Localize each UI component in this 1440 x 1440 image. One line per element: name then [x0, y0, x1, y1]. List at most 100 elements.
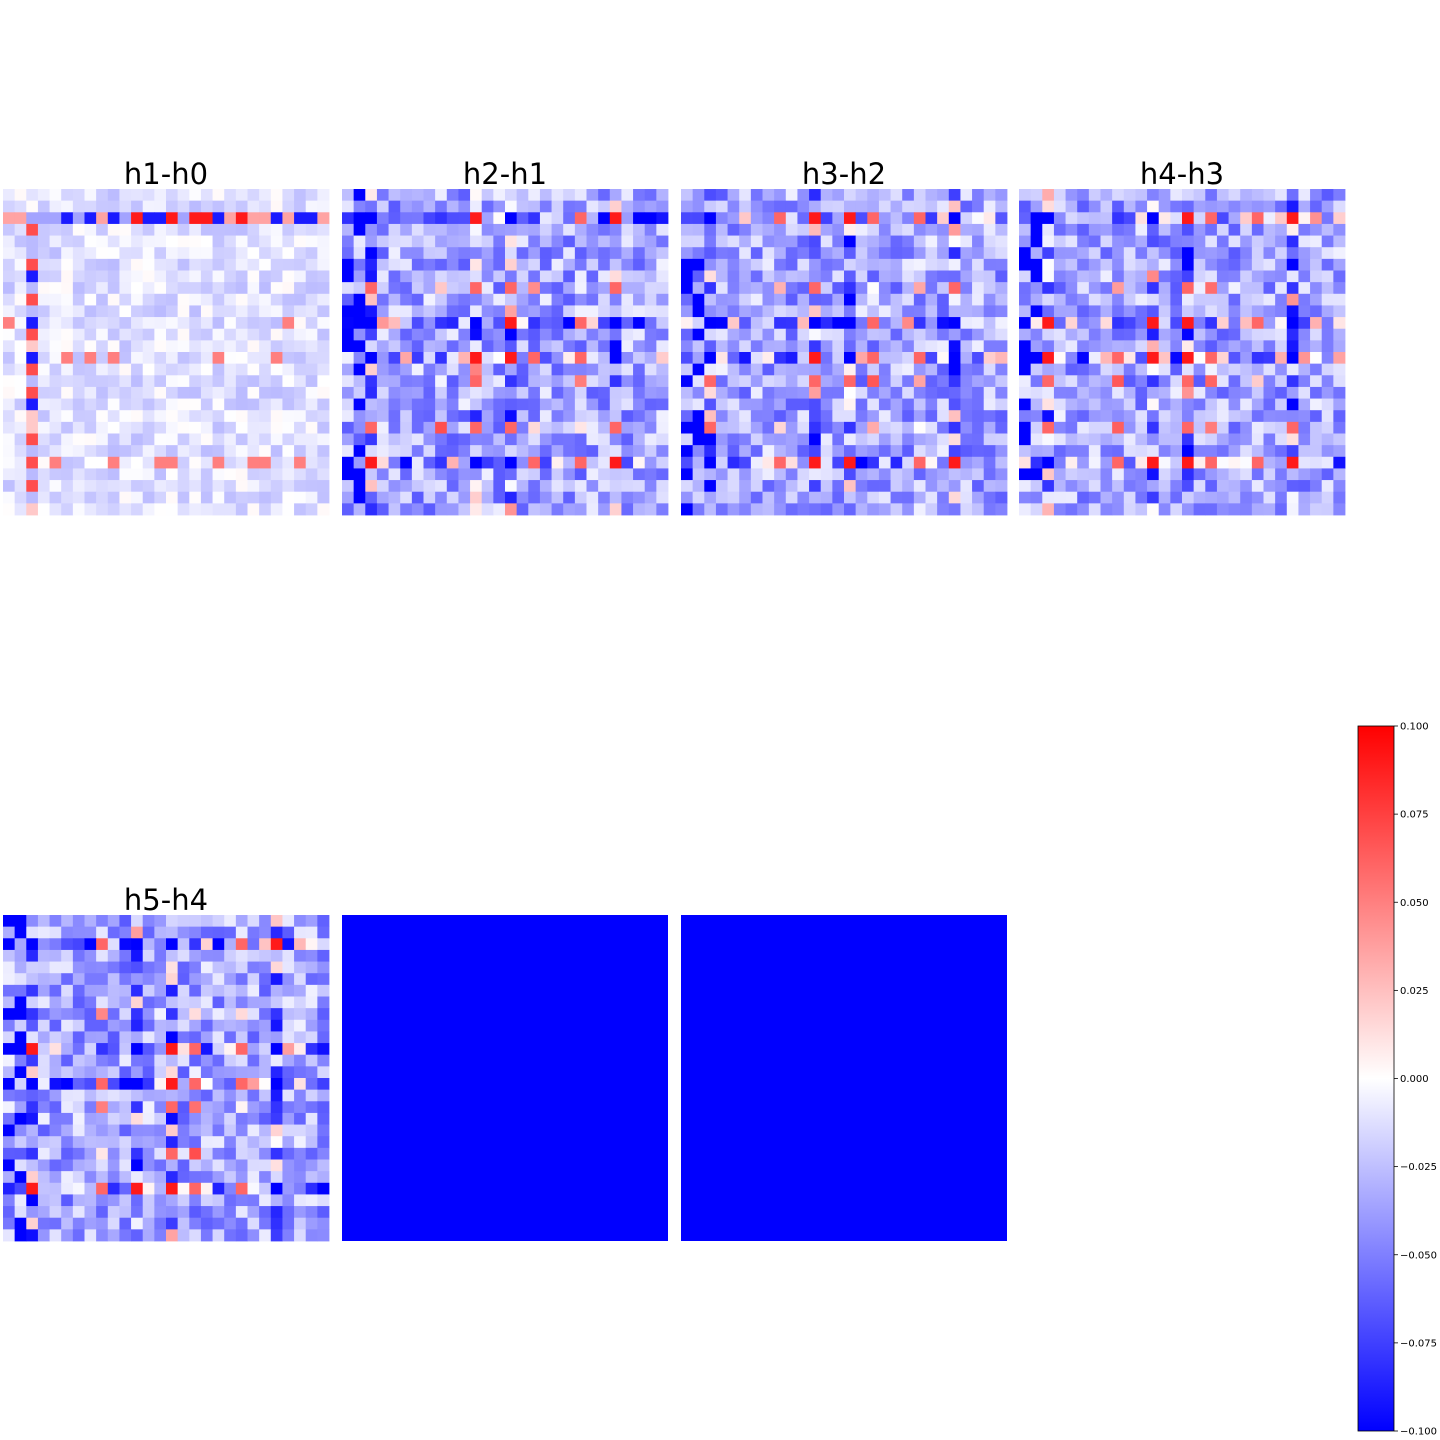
heatmap-cell — [200, 1008, 213, 1021]
heatmap-cell — [131, 433, 144, 446]
heatmap-cell — [177, 223, 190, 236]
heatmap-cell — [1275, 445, 1288, 458]
heatmap-cell — [317, 1159, 330, 1172]
heatmap-cell — [72, 1008, 85, 1021]
heatmap-cell — [37, 468, 50, 481]
heatmap-cell — [1321, 363, 1334, 376]
heatmap-cell — [177, 1043, 190, 1056]
heatmap-cell — [1030, 270, 1043, 283]
heatmap-cell — [131, 996, 144, 1009]
heatmap-cell — [388, 270, 401, 283]
heatmap-cell — [505, 398, 518, 411]
heatmap-cell — [1251, 456, 1264, 469]
heatmap-cell — [1298, 410, 1311, 423]
heatmap-cell — [411, 433, 424, 446]
heatmap-cell — [37, 456, 50, 469]
heatmap-cell — [878, 328, 891, 341]
heatmap-cell — [107, 317, 120, 330]
heatmap-cell — [26, 200, 39, 213]
colorbar-tick-label: 0.075 — [1400, 810, 1429, 821]
heatmap-cell — [1088, 386, 1101, 399]
heatmap-cell — [61, 375, 74, 388]
heatmap-cell — [1088, 456, 1101, 469]
heatmap-cell — [388, 223, 401, 236]
heatmap-cell — [762, 247, 775, 260]
heatmap-cell — [177, 1054, 190, 1067]
heatmap-cell — [983, 235, 996, 248]
heatmap-cell — [797, 258, 810, 271]
heatmap-cell — [960, 363, 973, 376]
heatmap-cell — [84, 961, 97, 974]
heatmap-cell — [154, 1124, 167, 1137]
heatmap-cell — [411, 445, 424, 458]
heatmap-cell — [644, 200, 657, 213]
heatmap-cell — [844, 433, 857, 446]
heatmap-cell — [212, 200, 225, 213]
heatmap-cell — [1019, 421, 1032, 434]
heatmap-cell — [797, 386, 810, 399]
heatmap-cell — [1019, 258, 1032, 271]
heatmap-cell — [72, 915, 85, 928]
heatmap-cell — [1042, 189, 1055, 202]
heatmap-cell — [1193, 480, 1206, 493]
heatmap-cell — [809, 340, 822, 353]
heatmap-cell — [1077, 421, 1090, 434]
heatmap-cell — [704, 212, 717, 225]
heatmap-cell — [212, 270, 225, 283]
heatmap-cell — [200, 1217, 213, 1230]
heatmap-cell — [621, 189, 634, 202]
heatmap-cell — [633, 189, 646, 202]
heatmap-cell — [913, 305, 926, 318]
heatmap-cell — [1158, 258, 1171, 271]
heatmap-cell — [119, 996, 132, 1009]
heatmap-cell — [166, 973, 179, 986]
heatmap-cell — [739, 258, 752, 271]
heatmap-cell — [61, 1217, 74, 1230]
heatmap-cell — [890, 340, 903, 353]
heatmap-cell — [586, 212, 599, 225]
heatmap-cell — [119, 961, 132, 974]
heatmap-cell — [49, 258, 62, 271]
heatmap-cell — [470, 363, 483, 376]
heatmap-cell — [84, 1194, 97, 1207]
heatmap-cell — [212, 1031, 225, 1044]
heatmap-cell — [353, 456, 366, 469]
heatmap-cell — [1275, 480, 1288, 493]
heatmap-cell — [1216, 375, 1229, 388]
heatmap-cell — [3, 1031, 16, 1044]
heatmap-cell — [119, 1217, 132, 1230]
heatmap-cell — [282, 938, 295, 951]
heatmap-cell — [446, 503, 459, 516]
heatmap-cell — [844, 410, 857, 423]
heatmap-cell — [411, 352, 424, 365]
heatmap-cell — [1030, 317, 1043, 330]
heatmap-cell — [14, 1078, 27, 1091]
heatmap-cell — [342, 352, 355, 365]
heatmap-cell — [656, 445, 669, 458]
heatmap-cell — [1182, 363, 1195, 376]
heatmap-cell — [832, 456, 845, 469]
heatmap-cell — [1298, 293, 1311, 306]
heatmap-cell — [867, 375, 880, 388]
heatmap-cell — [1065, 235, 1078, 248]
heatmap-cell — [539, 305, 552, 318]
heatmap-cell — [574, 445, 587, 458]
heatmap-cell — [3, 1159, 16, 1172]
heatmap-cell — [878, 189, 891, 202]
heatmap-cell — [400, 200, 413, 213]
heatmap-cell — [715, 445, 728, 458]
heatmap-cell — [212, 926, 225, 939]
heatmap-cell — [774, 317, 787, 330]
heatmap-cell — [692, 235, 705, 248]
heatmap-cell — [259, 949, 272, 962]
heatmap-cell — [539, 258, 552, 271]
heatmap-cell — [1123, 491, 1136, 504]
heatmap-panel-7 — [681, 915, 1007, 1241]
heatmap-cell — [26, 363, 39, 376]
heatmap-cell — [1065, 352, 1078, 365]
heatmap-cell — [224, 1008, 237, 1021]
heatmap-cell — [715, 433, 728, 446]
heatmap-cell — [200, 421, 213, 434]
heatmap-cell — [983, 328, 996, 341]
heatmap-cell — [154, 1159, 167, 1172]
